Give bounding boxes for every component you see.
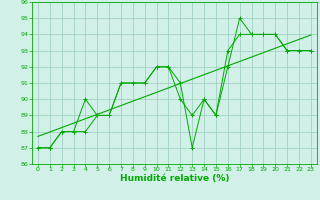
X-axis label: Humidité relative (%): Humidité relative (%): [120, 174, 229, 183]
